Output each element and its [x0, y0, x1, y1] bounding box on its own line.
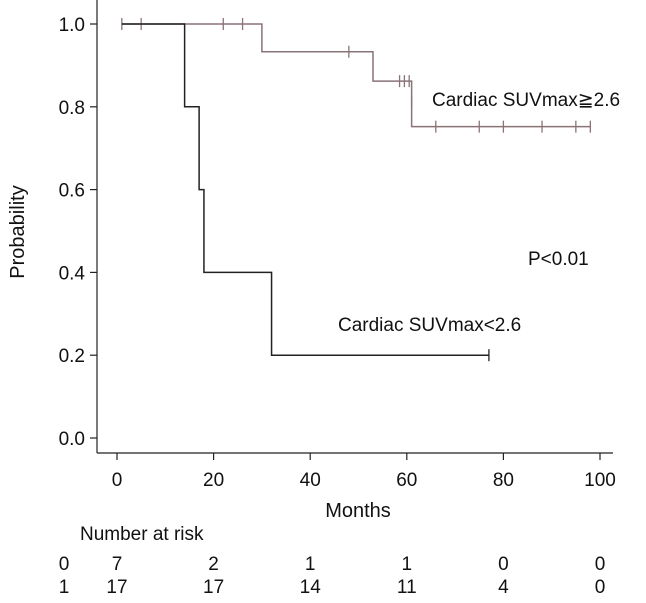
risk-count: 0 [498, 554, 509, 575]
x-tick-label: 60 [396, 470, 417, 491]
risk-count: 14 [300, 577, 322, 598]
legend-label-high-suvmax: Cardiac SUVmax≧2.6 [432, 90, 620, 111]
risk-count: 1 [305, 554, 316, 575]
risk-table-title: Number at risk [80, 524, 204, 545]
x-tick-label: 80 [493, 470, 514, 491]
x-axis-title: Months [325, 500, 391, 522]
x-tick-label: 40 [300, 470, 321, 491]
risk-count: 0 [595, 577, 606, 598]
y-tick-label: 0.8 [59, 98, 85, 119]
risk-count: 17 [203, 577, 224, 598]
risk-group-label: 0 [59, 554, 70, 575]
x-tick-label: 0 [112, 470, 123, 491]
survival-curve-high-suvmax [121, 23, 591, 128]
survival-curve-low-suvmax [121, 23, 489, 356]
y-tick-label: 1.0 [59, 15, 85, 36]
risk-count: 2 [208, 554, 219, 575]
legend-label-low-suvmax: Cardiac SUVmax<2.6 [338, 315, 521, 336]
risk-count: 17 [106, 577, 127, 598]
risk-count: 11 [397, 577, 417, 598]
y-tick-label: 0.0 [59, 429, 85, 450]
y-ticks: 0.0 0.2 0.4 0.6 0.8 1.0 [59, 15, 97, 450]
risk-count: 1 [402, 554, 413, 575]
risk-count: 0 [595, 554, 606, 575]
y-tick-label: 0.4 [59, 263, 86, 284]
y-axis-title: Probability [7, 185, 29, 278]
risk-table: 0 7 2 1 1 0 01 17 17 14 11 4 0 [59, 554, 606, 598]
risk-group-label: 1 [59, 577, 70, 598]
risk-count: 4 [498, 577, 509, 598]
series-layer [121, 18, 591, 362]
p-value-label: P<0.01 [528, 249, 589, 270]
y-tick-label: 0.2 [59, 346, 85, 367]
x-tick-label: 100 [584, 470, 616, 491]
risk-count: 7 [112, 554, 123, 575]
x-ticks: 0 20 40 60 80 100 [112, 453, 616, 491]
x-tick-label: 20 [203, 470, 224, 491]
y-tick-label: 0.6 [59, 181, 85, 202]
